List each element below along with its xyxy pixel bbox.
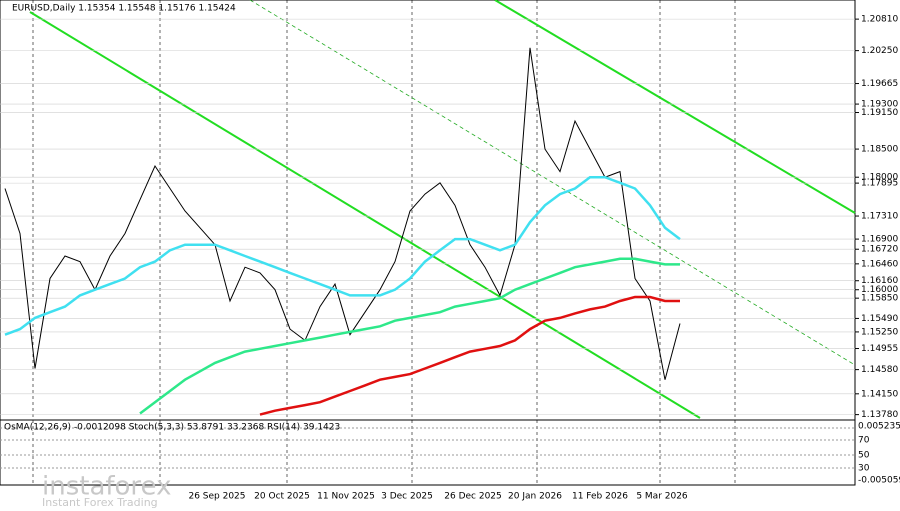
y-tick-label: 1.13780 xyxy=(861,410,898,420)
y-tick-label: 1.19300 xyxy=(861,100,898,110)
x-tick-label: 5 Mar 2026 xyxy=(636,492,688,502)
indicator-levels xyxy=(0,427,855,469)
y-tick-label: 1.14955 xyxy=(861,344,898,354)
x-tick-label: 26 Dec 2025 xyxy=(444,492,502,502)
watermark-sub: Instant Forex Trading xyxy=(42,496,158,509)
y-tick-label: 1.16000 xyxy=(861,285,898,295)
y-tick-label: 1.20810 xyxy=(861,15,898,25)
y-tick-label: 1.18000 xyxy=(861,173,898,183)
chart-title: EURUSD,Daily 1.15354 1.15548 1.15176 1.1… xyxy=(12,4,236,14)
y-tick-label: 1.18500 xyxy=(861,145,898,155)
y-tick-label: 1.16160 xyxy=(861,276,898,286)
series-line xyxy=(139,257,680,415)
y-tick-label: 1.16460 xyxy=(861,259,898,269)
series-line xyxy=(4,47,681,380)
y-tick-label: 1.15490 xyxy=(861,314,898,324)
y-tick-label: 1.16720 xyxy=(861,245,898,255)
x-tick-label: 26 Sep 2025 xyxy=(188,492,245,502)
y-tick-label: 1.19665 xyxy=(861,79,898,89)
x-tick-label: 11 Nov 2025 xyxy=(317,492,375,502)
x-tick-label: 20 Oct 2025 xyxy=(254,492,310,502)
y-tick-label: 1.17895 xyxy=(861,179,898,189)
x-tick-label: 11 Feb 2026 xyxy=(572,492,628,502)
y-tick-label: 1.15850 xyxy=(861,294,898,304)
x-tick-label: 3 Dec 2025 xyxy=(381,492,433,502)
y-tick-label: 1.17310 xyxy=(861,212,898,222)
x-tick-label: 20 Jan 2026 xyxy=(508,492,562,502)
indicator-tick-label: 30 xyxy=(858,464,870,474)
indicator-tick-label: 50 xyxy=(858,451,870,461)
y-tick-label: 1.14580 xyxy=(861,365,898,375)
series-line xyxy=(4,175,681,336)
y-tick-label: 1.14150 xyxy=(861,389,898,399)
y-tick-label: 1.20250 xyxy=(861,46,898,56)
indicator-tick-label: 0.005235 xyxy=(858,422,900,432)
indicator-tick-label: -0.005059 xyxy=(858,476,900,486)
watermark: instaforex xyxy=(42,472,171,502)
indicator-tick-label: 70 xyxy=(858,436,870,446)
y-tick-label: 1.15250 xyxy=(861,327,898,337)
y-tick-label: 1.16900 xyxy=(861,235,898,245)
series-line xyxy=(259,295,680,416)
indicator-text: OsMA(12,26,9) -0.0012098 Stoch(5,3,3) 53… xyxy=(4,423,340,433)
plot-frame xyxy=(0,0,856,486)
y-tick-label: 1.19150 xyxy=(861,108,898,118)
